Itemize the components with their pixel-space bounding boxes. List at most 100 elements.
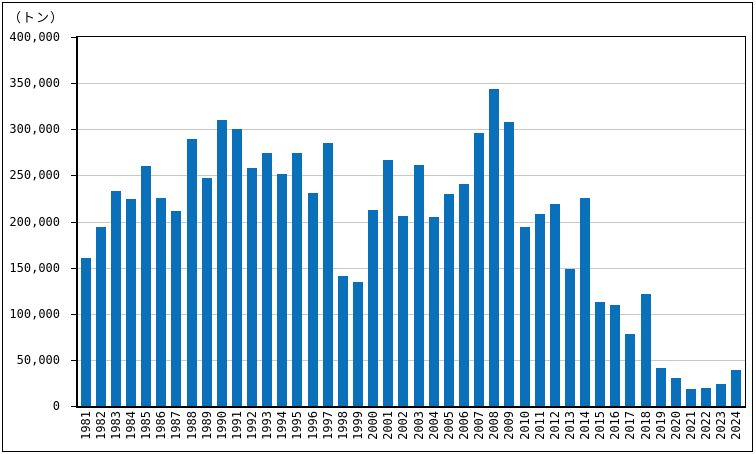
bar-2008 <box>489 89 499 406</box>
x-axis-tick-label: 2006 <box>457 411 471 440</box>
y-axis-tick-label: 200,000 <box>9 215 60 229</box>
bar-1998 <box>338 276 348 406</box>
bar-2011 <box>535 214 545 406</box>
bar-1984 <box>126 199 136 406</box>
x-axis-tick-label: 1999 <box>351 411 365 440</box>
bar-2009 <box>504 122 514 406</box>
x-axis-tick-label: 2017 <box>623 411 637 440</box>
x-axis-tick-label: 2023 <box>714 411 728 440</box>
bar-2013 <box>565 269 575 406</box>
y-axis-tick <box>71 360 76 361</box>
bar-2023 <box>716 384 726 406</box>
x-axis-tick-label: 2024 <box>729 411 743 440</box>
x-axis-tick-label: 1986 <box>154 411 168 440</box>
bar-1985 <box>141 166 151 406</box>
bar-2006 <box>459 184 469 406</box>
y-axis-tick <box>71 406 76 407</box>
gridline <box>78 360 745 361</box>
x-axis-tick-label: 2001 <box>381 411 395 440</box>
x-axis-tick-label: 1997 <box>321 411 335 440</box>
gridline <box>78 222 745 223</box>
bar-1987 <box>171 211 181 406</box>
x-axis-tick-label: 1981 <box>79 411 93 440</box>
x-axis-tick-label: 2005 <box>442 411 456 440</box>
bar-2002 <box>398 216 408 406</box>
bar-2007 <box>474 133 484 406</box>
x-axis-tick-label: 2008 <box>487 411 501 440</box>
x-axis-tick-label: 2007 <box>472 411 486 440</box>
bar-2010 <box>520 227 530 406</box>
bar-2014 <box>580 198 590 406</box>
bar-1992 <box>247 168 257 406</box>
bar-2003 <box>414 165 424 406</box>
bar-2016 <box>610 305 620 406</box>
y-axis-tick-label: 300,000 <box>9 122 60 136</box>
bar-1991 <box>232 129 242 406</box>
x-axis-tick-label: 1983 <box>109 411 123 440</box>
bar-1994 <box>277 174 287 406</box>
x-axis-tick-label: 1994 <box>275 411 289 440</box>
y-axis-tick <box>71 83 76 84</box>
y-axis-tick-label: 150,000 <box>9 261 60 275</box>
x-axis-tick-label: 1985 <box>139 411 153 440</box>
x-axis-tick-label: 2015 <box>593 411 607 440</box>
y-axis-tick <box>71 175 76 176</box>
y-axis-tick-label: 50,000 <box>16 353 60 367</box>
y-axis-unit-label: （トン） <box>8 11 65 26</box>
x-axis-tick-label: 1988 <box>185 411 199 440</box>
plot-area <box>76 36 746 408</box>
y-axis-tick <box>71 314 76 315</box>
y-axis-tick <box>71 222 76 223</box>
y-axis-tick-label: 400,000 <box>9 30 60 44</box>
bar-2022 <box>701 388 711 406</box>
x-axis-tick-label: 2011 <box>533 411 547 440</box>
bar-1993 <box>262 153 272 406</box>
bar-2017 <box>625 334 635 406</box>
x-axis-tick-label: 2018 <box>639 411 653 440</box>
x-axis-tick-label: 1987 <box>169 411 183 440</box>
bar-2005 <box>444 194 454 406</box>
bar-1982 <box>96 227 106 406</box>
x-axis-tick-label: 1991 <box>230 411 244 440</box>
y-axis-tick <box>71 268 76 269</box>
x-axis-tick-label: 1996 <box>306 411 320 440</box>
x-axis-tick-label: 2009 <box>502 411 516 440</box>
gridline <box>78 268 745 269</box>
x-axis-tick-label: 2002 <box>396 411 410 440</box>
bar-1981 <box>81 258 91 406</box>
x-axis-tick-label: 2020 <box>669 411 683 440</box>
y-axis-tick-label: 350,000 <box>9 76 60 90</box>
bar-2021 <box>686 389 696 406</box>
x-axis-tick-label: 2010 <box>518 411 532 440</box>
gridline <box>78 175 745 176</box>
x-axis-tick-label: 2000 <box>366 411 380 440</box>
y-axis-tick-label: 100,000 <box>9 307 60 321</box>
y-axis-tick <box>71 129 76 130</box>
x-axis-tick-label: 1989 <box>200 411 214 440</box>
bar-1990 <box>217 120 227 406</box>
x-axis-tick-label: 2004 <box>427 411 441 440</box>
bar-2020 <box>671 378 681 406</box>
bar-1995 <box>292 153 302 406</box>
x-axis-tick-label: 1993 <box>260 411 274 440</box>
gridline <box>78 83 745 84</box>
x-axis-tick-label: 1982 <box>94 411 108 440</box>
gridline <box>78 129 745 130</box>
x-axis-tick-label: 2012 <box>548 411 562 440</box>
bar-2019 <box>656 368 666 406</box>
bar-2000 <box>368 210 378 406</box>
x-axis-tick-label: 1990 <box>215 411 229 440</box>
bar-2024 <box>731 370 741 406</box>
x-axis-tick-label: 1995 <box>290 411 304 440</box>
x-axis-tick-label: 2014 <box>578 411 592 440</box>
x-axis-tick-label: 2013 <box>563 411 577 440</box>
x-axis-tick-label: 2021 <box>684 411 698 440</box>
y-axis-tick <box>71 37 76 38</box>
bar-2012 <box>550 204 560 406</box>
bar-1986 <box>156 198 166 406</box>
bar-2018 <box>641 294 651 406</box>
bar-2004 <box>429 217 439 406</box>
bar-1988 <box>187 139 197 406</box>
